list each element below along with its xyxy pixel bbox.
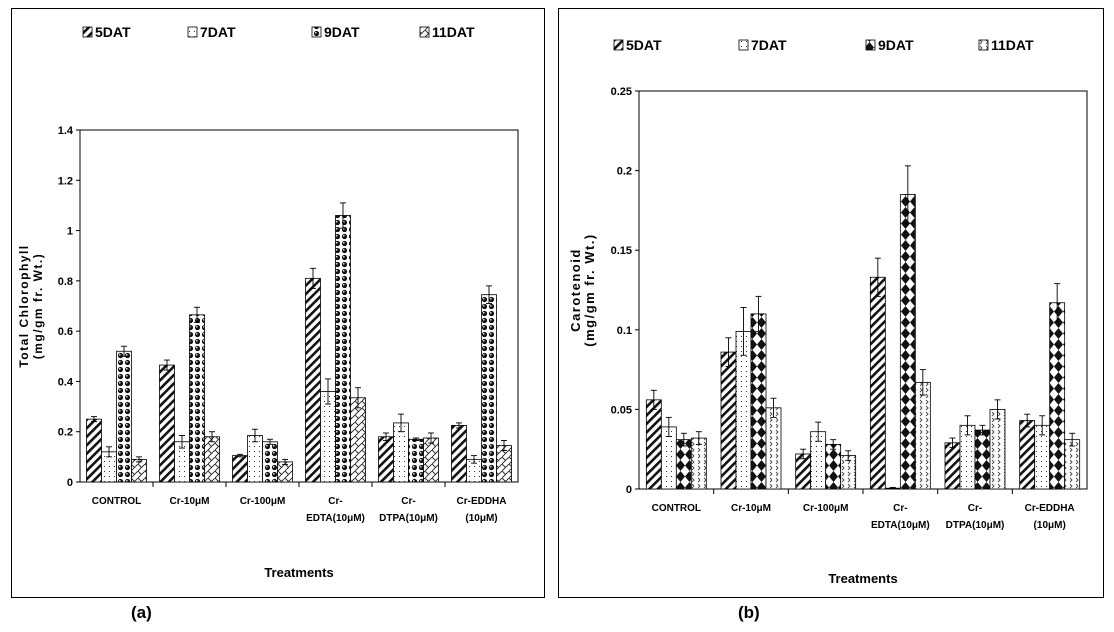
bar-11DAT: [1064, 439, 1081, 490]
y-tick-label: 1.4: [58, 125, 74, 137]
legend-swatch-5DAT: [613, 39, 624, 51]
bar-5DAT: [86, 418, 102, 483]
x-tick-label: (10μM): [1034, 520, 1066, 531]
bar-11DAT: [204, 436, 220, 483]
bar-5DAT: [159, 364, 175, 483]
bar-11DAT: [131, 458, 147, 483]
bar-11DAT: [277, 461, 293, 483]
x-tick-label: Cr-100μM: [803, 503, 849, 514]
y-tick-label: 1.2: [58, 175, 73, 187]
legend-swatch-7DAT: [187, 26, 198, 38]
bar-5DAT: [869, 276, 886, 490]
bar-9DAT: [1049, 302, 1066, 490]
bar-11DAT: [350, 397, 366, 483]
x-axis-label: Treatments: [828, 571, 897, 586]
bar-9DAT: [262, 441, 278, 483]
x-tick-label: Cr-10μM: [169, 496, 209, 507]
legend-label-5DAT: 5DAT: [626, 37, 662, 53]
x-tick-label: Cr-10μM: [731, 503, 771, 514]
legend-swatch-7DAT: [738, 39, 749, 51]
x-tick-label: Cr-: [893, 503, 907, 514]
legend-swatch-11DAT: [978, 39, 989, 51]
y-axis-label-line: Carotenoid: [568, 248, 583, 332]
y-tick-label: 0: [626, 484, 632, 496]
x-tick-label: (10μM): [465, 513, 497, 524]
bar-9DAT: [899, 194, 916, 490]
x-tick-label: Cr-EDDHA: [457, 496, 507, 507]
x-tick-label: CONTROL: [652, 503, 701, 514]
x-tick-label: EDTA(10μM): [871, 520, 930, 531]
bar-9DAT: [335, 215, 351, 483]
legend-label-7DAT: 7DAT: [751, 37, 787, 53]
bar-11DAT: [423, 437, 439, 483]
legend-swatch-5DAT: [82, 26, 93, 38]
bar-5DAT: [795, 453, 812, 490]
x-tick-label: DTPA(10μM): [379, 513, 438, 524]
bar-5DAT: [451, 425, 467, 483]
legend-swatch-11DAT: [419, 26, 430, 38]
bar-7DAT: [247, 435, 263, 483]
y-tick-label: 0.25: [611, 86, 632, 98]
x-tick-label: CONTROL: [92, 496, 141, 507]
bar-5DAT: [378, 436, 394, 483]
y-tick-label: 0.1: [617, 325, 632, 337]
y-tick-label: 0.05: [611, 404, 632, 416]
bar-11DAT: [989, 408, 1006, 490]
x-tick-label: Cr-: [328, 496, 342, 507]
y-tick-label: 0.8: [58, 276, 73, 288]
y-tick-label: 0: [67, 477, 73, 489]
legend-label-9DAT: 9DAT: [878, 37, 914, 53]
panel-label-a: (a): [131, 603, 152, 622]
legend-label-11DAT: 11DAT: [432, 24, 475, 40]
x-tick-label: Cr-: [968, 503, 982, 514]
y-tick-label: 0.6: [58, 326, 73, 338]
bar-9DAT: [408, 438, 424, 483]
bar-11DAT: [914, 381, 931, 490]
chart-a-svg: 0 0.2 0.4 0.6 0.8 1 1.2 1.4 Total Chlorophyll (mg…: [17, 24, 519, 580]
y-tick-label: 0.15: [611, 245, 632, 257]
y-axis-label-line: (mg/gm fr. Wt.): [31, 253, 45, 360]
x-tick-label: Cr-EDDHA: [1025, 503, 1075, 514]
bar-9DAT: [675, 439, 692, 490]
x-axis-label: Treatments: [264, 565, 333, 580]
bar-5DAT: [1019, 420, 1036, 490]
x-tick-label: Cr-: [401, 496, 415, 507]
bar-7DAT: [320, 391, 336, 483]
y-axis-label: Total Chlorophyll (mg/gm fr. Wt.): [17, 244, 45, 367]
bar-9DAT: [481, 294, 497, 483]
bar-11DAT: [690, 437, 707, 490]
legend-label-11DAT: 11DAT: [991, 37, 1034, 53]
chart-b-svg: 0 0.05 0.1 0.15 0.2 0.25 Carotenoid (mg/gm fr. …: [568, 37, 1088, 586]
bar-5DAT: [232, 455, 248, 483]
y-tick-label: 0.2: [58, 427, 73, 439]
bar-9DAT: [825, 444, 842, 490]
x-tick-label: DTPA(10μM): [946, 520, 1005, 531]
bar-5DAT: [944, 442, 961, 490]
bar-9DAT: [189, 314, 205, 483]
bar-5DAT: [645, 399, 662, 490]
bar-9DAT: [116, 350, 132, 483]
bar-9DAT: [974, 429, 991, 490]
bar-5DAT: [720, 351, 737, 490]
legend-label-5DAT: 5DAT: [95, 24, 131, 40]
bar-9DAT: [750, 313, 767, 490]
y-tick-label: 1: [67, 226, 73, 238]
legend-label-9DAT: 9DAT: [324, 24, 360, 40]
panel-label-b: (b): [738, 603, 760, 622]
legend-swatch-9DAT: [311, 26, 322, 38]
bar-5DAT: [305, 277, 321, 483]
y-axis-label-line: Total Chlorophyll: [17, 244, 31, 367]
chart-panel-b: 0 0.05 0.1 0.15 0.2 0.25 Carotenoid (mg/gm fr. …: [558, 8, 1104, 598]
x-tick-label: Cr-100μM: [240, 496, 286, 507]
y-tick-label: 0.4: [58, 376, 74, 388]
y-tick-label: 0.2: [617, 166, 632, 178]
y-axis-label-line: (mg/gm fr. Wt.): [582, 233, 597, 347]
y-axis-label: Carotenoid (mg/gm fr. Wt.): [568, 233, 597, 347]
x-tick-label: EDTA(10μM): [306, 513, 365, 524]
bar-11DAT: [765, 407, 782, 490]
legend-label-7DAT: 7DAT: [200, 24, 236, 40]
chart-panel-a: 0 0.2 0.4 0.6 0.8 1 1.2 1.4 Total Chlorophyll (mg…: [11, 8, 545, 598]
legend-swatch-9DAT: [865, 39, 876, 51]
